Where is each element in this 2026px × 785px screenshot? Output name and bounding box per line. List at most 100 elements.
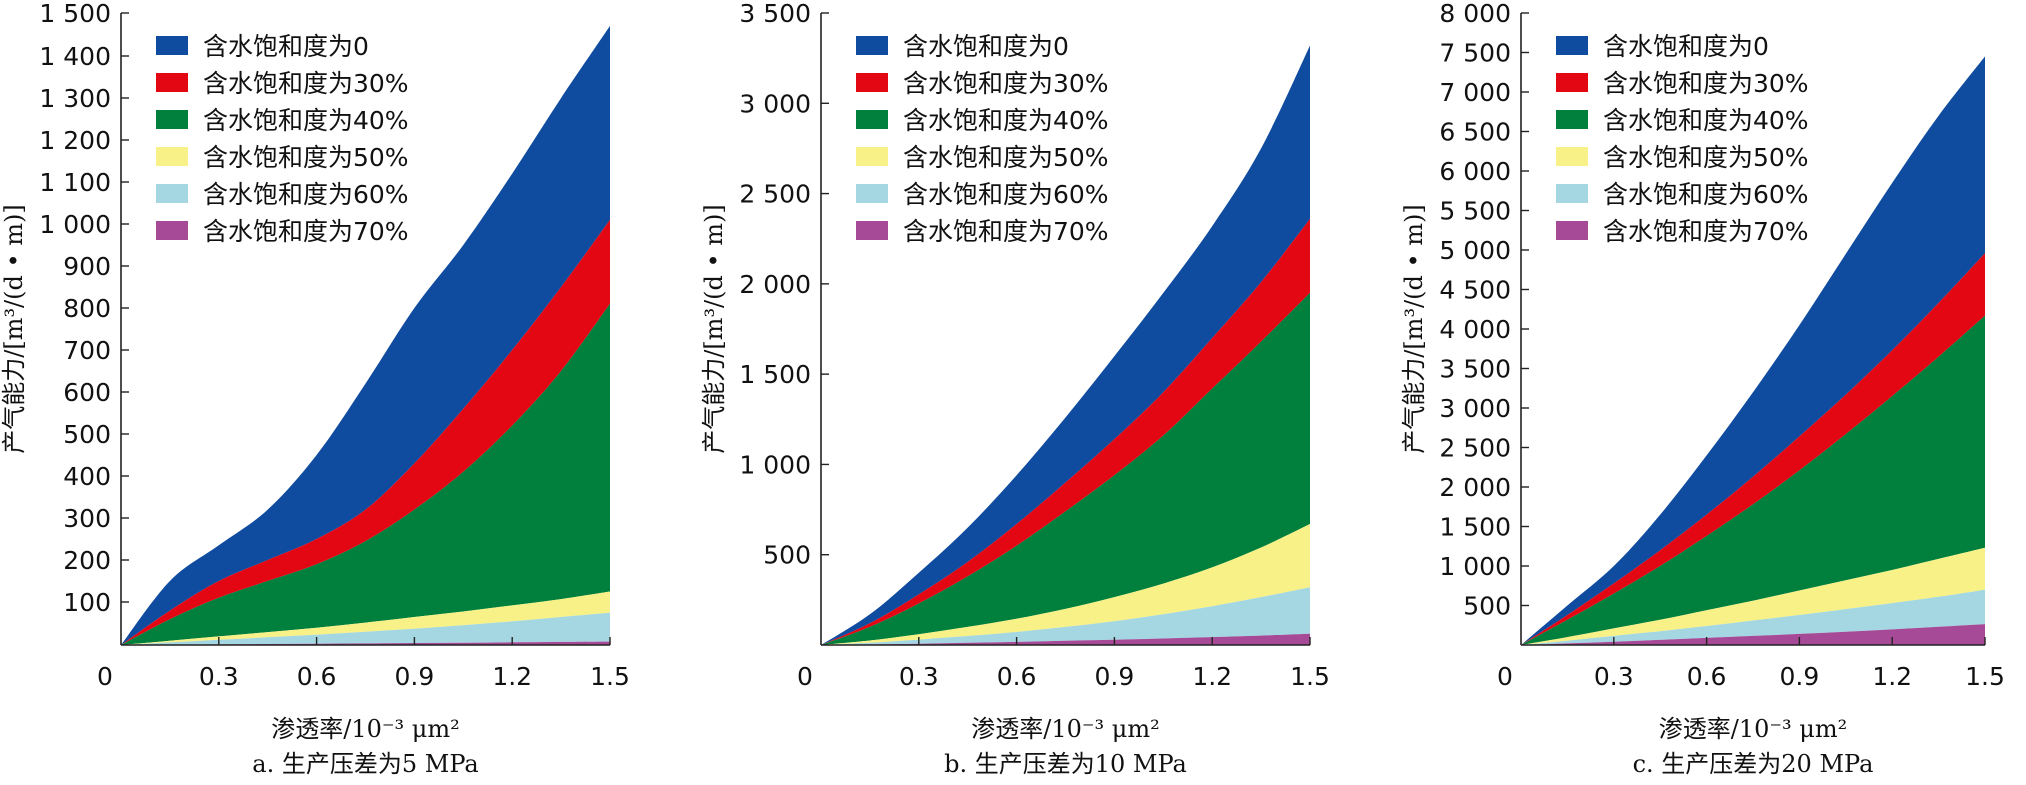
legend-label-4: 含水饱和度为50% <box>1603 143 1809 172</box>
y-tick-label: 600 <box>63 378 111 407</box>
plot-area <box>821 45 1310 645</box>
area-band-6 <box>121 641 610 645</box>
y-tick-label: 1 300 <box>39 84 111 113</box>
area-band-5 <box>121 612 610 645</box>
legend-swatch-1 <box>156 36 188 55</box>
chart-b-svg: 500 1 000 1 500 2 000 2 500 3 000 3 500 0 0.3 0.6… <box>700 0 1330 778</box>
x-axis-title: 渗透率/10⁻³ μm² <box>271 715 460 743</box>
legend: 含水饱和度为0 含水饱和度为30% 含水饱和度为40% 含水饱和度为50% 含水饱和度为… <box>156 32 409 246</box>
legend-label-5: 含水饱和度为60% <box>1603 180 1809 209</box>
legend: 含水饱和度为0 含水饱和度为30% 含水饱和度为40% 含水饱和度为50% 含水饱和度为… <box>1556 32 1809 246</box>
legend-label-4: 含水饱和度为50% <box>903 143 1109 172</box>
y-tick-label: 5 500 <box>1439 197 1511 226</box>
x-tick-label: 1.5 <box>1965 662 2005 691</box>
figure-caption: a. 生产压差为5 MPa <box>252 750 478 778</box>
legend-swatch-5 <box>1556 184 1588 203</box>
y-tick-label: 200 <box>63 546 111 575</box>
area-band-4 <box>121 591 610 645</box>
y-tick-label: 6 500 <box>1439 118 1511 147</box>
legend-label-2: 含水饱和度为30% <box>203 69 409 98</box>
y-tick-label: 1 000 <box>739 450 811 479</box>
legend-label-1: 含水饱和度为0 <box>1603 32 1769 61</box>
x-tick-label: 0.3 <box>899 662 939 691</box>
legend-swatch-4 <box>1556 147 1588 166</box>
area-band-1 <box>121 25 610 645</box>
x-tick-label: 0.3 <box>1594 662 1634 691</box>
y-tick-label: 2 500 <box>739 180 811 209</box>
y-tick-label: 1 100 <box>39 168 111 197</box>
y-tick-label: 3 000 <box>739 89 811 118</box>
y-axis-title: 产气能力/[m³/(d • m)] <box>0 204 28 454</box>
area-band-5 <box>1521 589 1985 645</box>
y-tick-label: 7 000 <box>1439 78 1511 107</box>
legend-label-6: 含水饱和度为70% <box>903 217 1109 246</box>
y-tick-label: 7 500 <box>1439 39 1511 68</box>
y-tick-label: 700 <box>63 336 111 365</box>
area-band-4 <box>1521 547 1985 645</box>
y-tick-label: 5 000 <box>1439 236 1511 265</box>
x-tick-label: 0 <box>1497 662 1513 691</box>
y-tick-label: 500 <box>1463 592 1511 621</box>
x-tick-label: 0.9 <box>395 662 435 691</box>
plot-area <box>1521 56 1985 645</box>
y-tick-label: 3 000 <box>1439 394 1511 423</box>
area-band-6 <box>1521 624 1985 645</box>
y-tick-label: 1 200 <box>39 126 111 155</box>
x-tick-label: 0.6 <box>297 662 337 691</box>
y-tick-label: 300 <box>63 504 111 533</box>
legend-swatch-2 <box>856 73 888 92</box>
x-tick-label: 1.2 <box>1872 662 1912 691</box>
y-tick-label: 1 000 <box>39 210 111 239</box>
figure-caption: c. 生产压差为20 MPa <box>1633 750 1874 778</box>
x-tick-label: 0 <box>97 662 113 691</box>
x-tick-label: 1.2 <box>1192 662 1232 691</box>
y-tick-label: 8 000 <box>1439 0 1511 28</box>
legend-swatch-6 <box>1556 221 1588 240</box>
x-tick-label: 0.3 <box>199 662 239 691</box>
y-tick-label: 4 500 <box>1439 276 1511 305</box>
legend-label-1: 含水饱和度为0 <box>203 32 369 61</box>
legend-swatch-1 <box>856 36 888 55</box>
legend-swatch-2 <box>1556 73 1588 92</box>
area-band-5 <box>821 587 1310 645</box>
legend-label-4: 含水饱和度为50% <box>203 143 409 172</box>
y-tick-label: 500 <box>763 541 811 570</box>
legend-label-3: 含水饱和度为40% <box>203 106 409 135</box>
legend-label-2: 含水饱和度为30% <box>1603 69 1809 98</box>
chart-a-svg: 100 200 300 400 500 600 700 800 900 1 000 1 100 1 2… <box>0 0 630 778</box>
y-axis-title: 产气能力/[m³/(d • m)] <box>700 204 728 454</box>
area-band-3 <box>1521 315 1985 645</box>
legend-swatch-6 <box>156 221 188 240</box>
legend-swatch-4 <box>856 147 888 166</box>
y-tick-label: 1 500 <box>739 360 811 389</box>
y-tick-label: 400 <box>63 462 111 491</box>
legend-label-1: 含水饱和度为0 <box>903 32 1069 61</box>
y-tick-label: 500 <box>63 420 111 449</box>
x-tick-label: 1.2 <box>492 662 532 691</box>
y-tick-label: 1 400 <box>39 42 111 71</box>
y-tick-label: 2 000 <box>1439 473 1511 502</box>
x-tick-label: 0 <box>797 662 813 691</box>
chart-panel-a: 100 200 300 400 500 600 700 800 900 1 000 1 100 1 2… <box>0 0 700 785</box>
x-tick-label: 0.6 <box>1687 662 1727 691</box>
y-tick-label: 1 000 <box>1439 552 1511 581</box>
x-axis-title: 渗透率/10⁻³ μm² <box>971 715 1160 743</box>
legend-swatch-6 <box>856 221 888 240</box>
x-tick-label: 1.5 <box>1290 662 1330 691</box>
area-band-3 <box>821 292 1310 645</box>
legend-swatch-5 <box>856 184 888 203</box>
y-tick-label: 3 500 <box>739 0 811 28</box>
y-tick-label: 2 500 <box>1439 434 1511 463</box>
y-axis-title: 产气能力/[m³/(d • m)] <box>1400 204 1428 454</box>
legend-label-5: 含水饱和度为60% <box>203 180 409 209</box>
legend-label-2: 含水饱和度为30% <box>903 69 1109 98</box>
y-tick-label: 800 <box>63 294 111 323</box>
chart-panel-b: 500 1 000 1 500 2 000 2 500 3 000 3 500 0 0.3 0.6… <box>700 0 1400 785</box>
legend-swatch-3 <box>856 110 888 129</box>
y-tick-label: 4 000 <box>1439 315 1511 344</box>
legend-label-3: 含水饱和度为40% <box>903 106 1109 135</box>
legend-swatch-1 <box>1556 36 1588 55</box>
area-band-3 <box>121 303 610 645</box>
x-tick-label: 0.9 <box>1780 662 1820 691</box>
chart-c-svg: 500 1 000 1 500 2 000 2 500 3 000 3 500 4 000 4 … <box>1400 0 2005 778</box>
